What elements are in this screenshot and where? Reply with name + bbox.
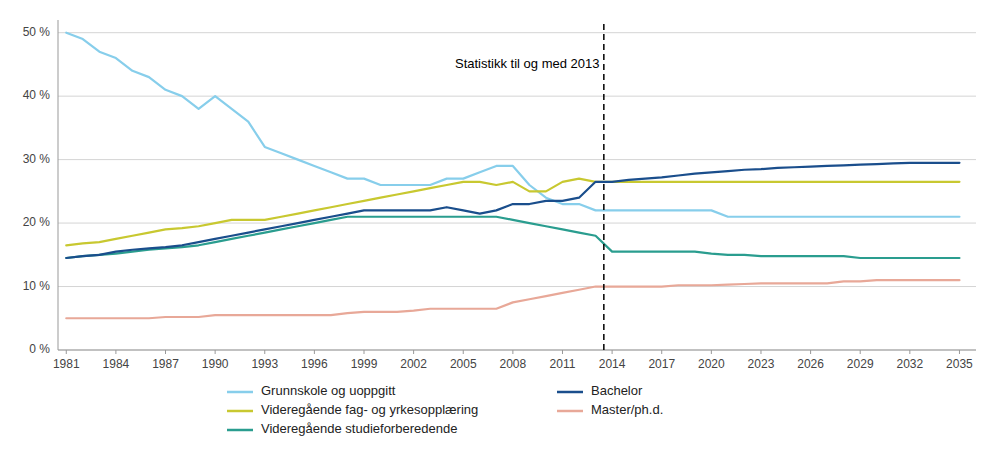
- x-tick: [215, 350, 216, 354]
- series-line: [66, 33, 959, 217]
- series-line: [66, 179, 959, 246]
- x-tick: [562, 350, 563, 354]
- x-tick: [66, 350, 67, 354]
- x-axis-line: [58, 350, 976, 351]
- x-tick-label: 2011: [550, 357, 576, 371]
- x-tick-label: 2035: [946, 357, 973, 371]
- x-tick-label: 2002: [400, 357, 427, 371]
- x-tick: [115, 350, 116, 354]
- x-tick-label: 2020: [698, 357, 725, 371]
- y-axis-line: [58, 20, 59, 350]
- x-tick-label: 2008: [500, 357, 527, 371]
- y-grid: [58, 33, 976, 350]
- series-line: [66, 280, 959, 318]
- x-tick-label: 1999: [351, 357, 378, 371]
- x-tick-label: 2023: [748, 357, 775, 371]
- y-tick-label: 40 %: [23, 88, 51, 102]
- legend-swatch: [227, 391, 253, 394]
- x-tick: [661, 350, 662, 354]
- x-tick-label: 2032: [896, 357, 923, 371]
- x-tick: [413, 350, 414, 354]
- x-tick-label: 1987: [152, 357, 179, 371]
- x-tick: [760, 350, 761, 354]
- x-tick: [612, 350, 613, 354]
- legend: Grunnskole og uoppgitt Videregående fag- …: [227, 383, 663, 436]
- series-line: [66, 163, 959, 258]
- x-tick-label: 1990: [202, 357, 229, 371]
- x-tick: [909, 350, 910, 354]
- legend-label: Bachelor: [591, 383, 643, 398]
- x-tick: [512, 350, 513, 354]
- x-tick: [314, 350, 315, 354]
- x-tick-label: 2026: [797, 357, 824, 371]
- chart: 0 % 10 % 20 % 30 % 40 % 50 % 1981 1984 1987 1990 1…: [0, 0, 1000, 450]
- x-tick: [463, 350, 464, 354]
- x-tick: [860, 350, 861, 354]
- series-line: [66, 217, 959, 258]
- y-tick-label: 30 %: [23, 152, 51, 166]
- legend-label: Videregående fag- og yrkesopplæring: [261, 402, 478, 417]
- x-tick-label: 2005: [450, 357, 477, 371]
- grid-line: [58, 159, 976, 160]
- x-tick-label: 1984: [103, 357, 130, 371]
- x-tick-label: 1981: [53, 357, 80, 371]
- legend-swatch: [227, 429, 253, 432]
- grid-line: [58, 223, 976, 224]
- plot-area: [66, 20, 959, 350]
- x-tick-label: 2014: [599, 357, 626, 371]
- legend-label: Videregående studieforberedende: [261, 421, 457, 436]
- x-tick-label: 1993: [251, 357, 278, 371]
- y-tick-label: 0 %: [29, 342, 50, 356]
- x-tick: [959, 350, 960, 354]
- x-tick: [264, 350, 265, 354]
- x-tick: [364, 350, 365, 354]
- x-tick: [165, 350, 166, 354]
- x-tick: [810, 350, 811, 354]
- grid-line: [58, 32, 976, 33]
- y-tick-label: 20 %: [23, 215, 51, 229]
- legend-label: Grunnskole og uoppgitt: [261, 383, 396, 398]
- y-tick-label: 50 %: [23, 25, 51, 39]
- grid-line: [58, 96, 976, 97]
- x-tick-label: 1996: [301, 357, 328, 371]
- legend-swatch: [557, 391, 583, 394]
- legend-swatch: [227, 410, 253, 413]
- x-tick: [711, 350, 712, 354]
- annotation: Statistikk til og med 2013: [455, 56, 600, 71]
- x-tick-label: 2029: [847, 357, 874, 371]
- x-tick-label: 2017: [648, 357, 675, 371]
- grid-line: [58, 286, 976, 287]
- legend-label: Master/ph.d.: [591, 402, 663, 417]
- y-tick-label: 10 %: [23, 279, 51, 293]
- legend-swatch: [557, 410, 583, 413]
- divider-line: [603, 20, 605, 350]
- grid-line: [58, 350, 976, 351]
